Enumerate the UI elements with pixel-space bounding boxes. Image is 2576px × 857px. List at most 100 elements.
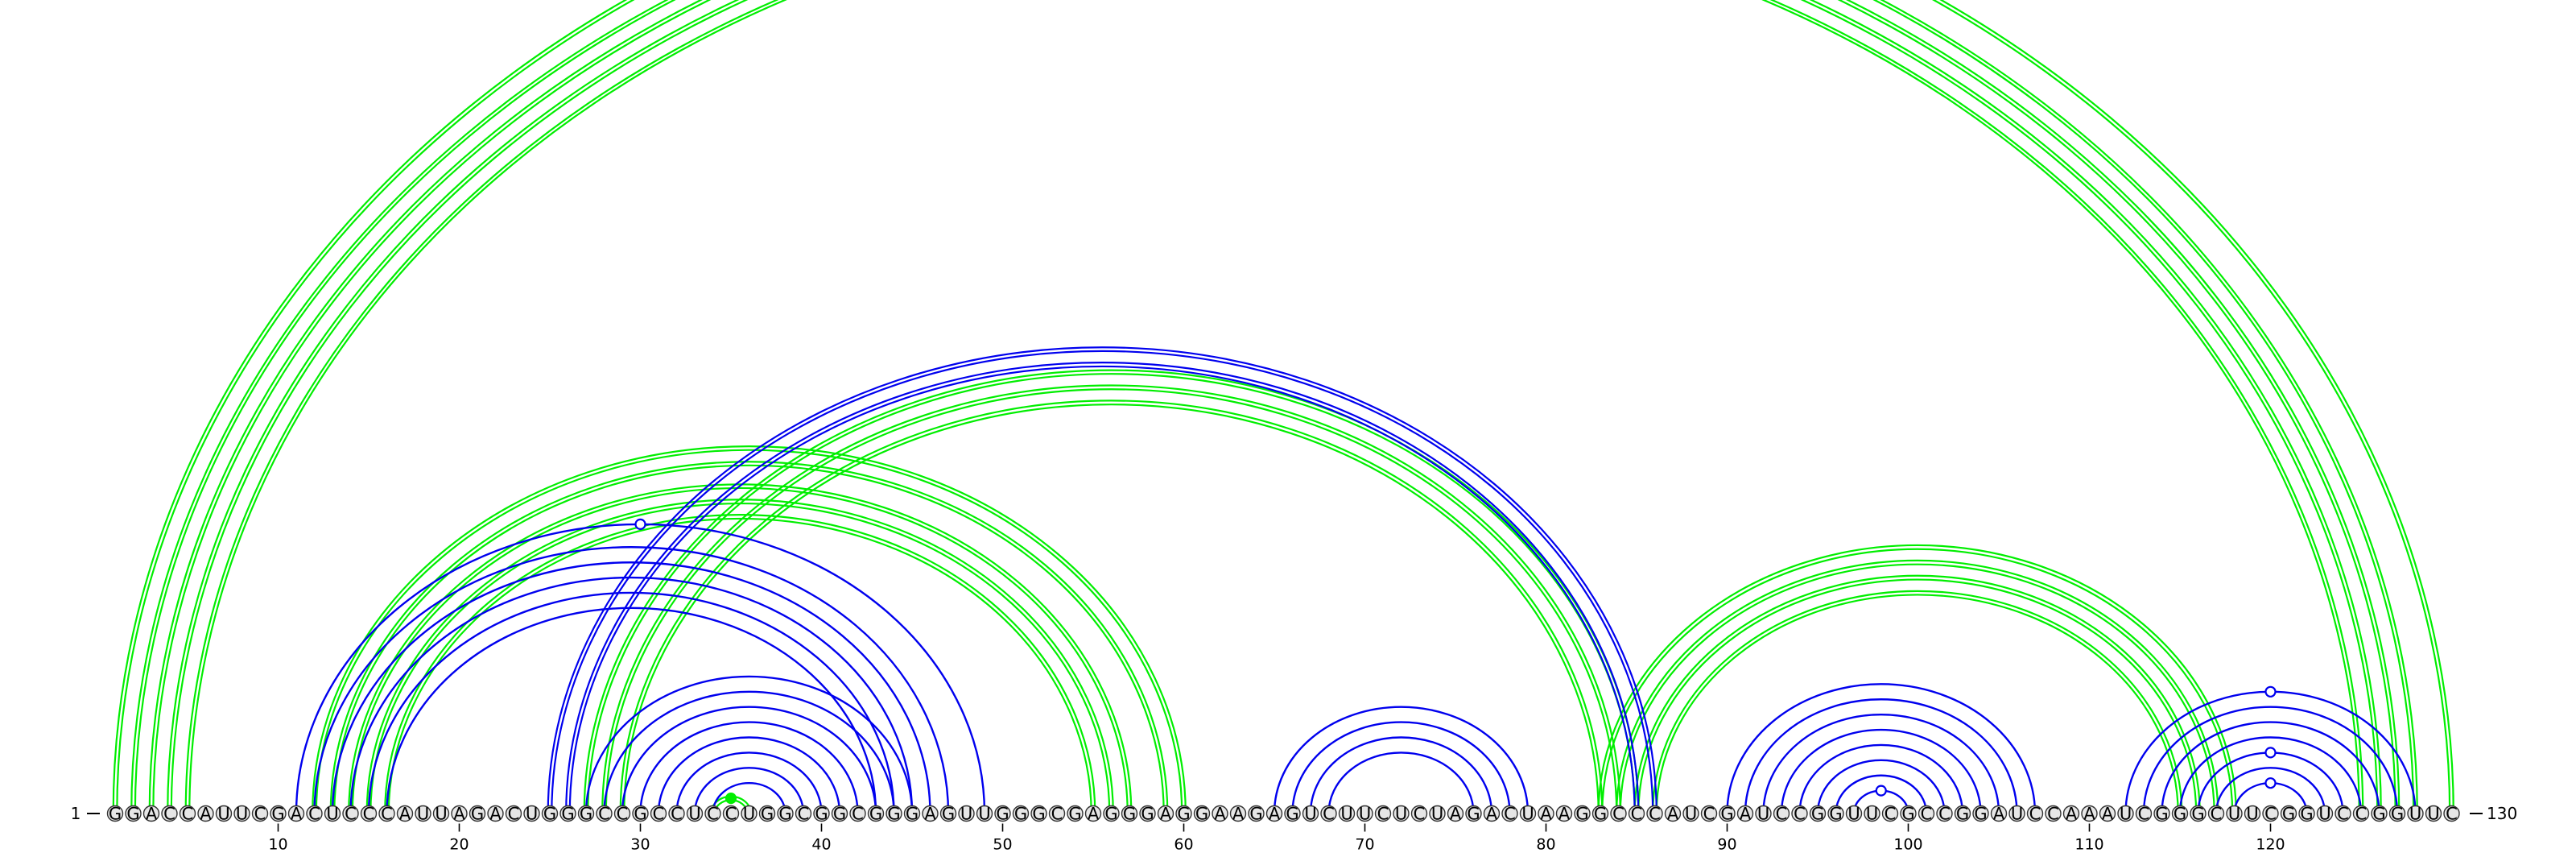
nucleotide-label: C	[163, 805, 175, 824]
base-pair-arc-34-38	[712, 782, 786, 814]
nucleotide-12	[306, 805, 323, 822]
base-pair-arc-3-127	[148, 0, 2401, 814]
nucleotide-label: A	[1269, 805, 1281, 824]
nucleotide-label: G	[2155, 805, 2168, 824]
nucleotide-label: C	[1776, 805, 1788, 824]
base-pair-arc-15-56	[365, 499, 1114, 814]
nucleotide-label: C	[852, 805, 864, 824]
nucleotide-label: U	[960, 805, 972, 824]
nucleotide-114	[2153, 805, 2170, 822]
tick-label-110: 110	[2074, 836, 2103, 854]
nucleotide-label: U	[2318, 805, 2330, 824]
nucleotide-label: A	[489, 805, 502, 824]
nucleotide-label: A	[1558, 805, 1571, 824]
nucleotide-label: G	[996, 805, 1009, 824]
nucleotide-80	[1538, 805, 1554, 822]
base-pair-arc-16-43	[386, 607, 877, 814]
base-pair-arc-90-107	[1726, 683, 2037, 814]
nucleotide-78	[1501, 805, 1518, 822]
nucleotide-81	[1555, 805, 1573, 822]
nucleotide-label: U	[2427, 805, 2439, 824]
nucleotide-label: U	[2409, 805, 2421, 824]
nucleotide-105	[1990, 805, 2008, 822]
nucleotide-label: G	[1901, 805, 1914, 824]
nucleotide-label: U	[1431, 805, 1443, 824]
nucleotide-label: U	[1866, 805, 1878, 824]
base-pair-arc-4-126	[167, 0, 2382, 814]
nucleotide-label: C	[798, 805, 810, 824]
nucleotide-119	[2244, 805, 2261, 822]
nucleotide-label: C	[363, 805, 375, 824]
nucleotide-label: C	[1885, 805, 1897, 824]
nucleotide-label: G	[1104, 805, 1117, 824]
nucleotide-label: A	[1540, 805, 1552, 824]
tick-label-20: 20	[449, 836, 469, 854]
base-pair-arc-16-55	[384, 514, 1096, 814]
nucleotide-118	[2226, 805, 2243, 822]
nucleotide-121	[2280, 805, 2297, 822]
nucleotide-122	[2298, 805, 2315, 822]
nucleotide-label: G	[1829, 805, 1842, 824]
nucleotide-label: U	[1521, 805, 1534, 824]
nucleotide-125	[2352, 805, 2370, 822]
base-pair-arc-15-56	[369, 502, 1111, 814]
tick-label-10: 10	[268, 836, 287, 854]
nucleotide-label: U	[688, 805, 700, 824]
nucleotide-label: G	[942, 805, 955, 824]
nucleotide-label: C	[598, 805, 610, 824]
nucleotide-label: G	[1974, 805, 1987, 824]
nucleotide-label: G	[1177, 805, 1190, 824]
nucleotide-label: C	[1631, 805, 1643, 824]
base-pair-arc-12-60	[315, 449, 1183, 814]
nucleotide-46	[922, 805, 939, 822]
nucleotide-40	[813, 805, 830, 822]
base-pair-arc-85-116	[1633, 574, 2201, 814]
nucleotide-85	[1628, 805, 1645, 822]
nucleotide-label: G	[1286, 805, 1298, 824]
nucleotide-124	[2334, 805, 2351, 822]
nucleotide-label: G	[2174, 805, 2186, 824]
nucleotide-91	[1736, 805, 1754, 822]
nucleotide-18	[415, 805, 431, 822]
nucleotide-48	[958, 805, 975, 822]
base-pair-arc-91-106	[1744, 698, 2018, 814]
tick-label-100: 100	[1893, 836, 1922, 854]
nucleotide-129	[2425, 805, 2442, 822]
nucleotide-45	[903, 805, 921, 822]
base-pair-arc-84-117	[1616, 559, 2219, 814]
base-pair-arc-5-125	[184, 0, 2364, 814]
nucleotide-70	[1356, 805, 1373, 822]
nucleotide-label: G	[580, 805, 592, 824]
nucleotide-label: C	[2211, 805, 2223, 824]
nucleotide-106	[2008, 805, 2025, 822]
base-pair-arc-14-57	[348, 483, 1133, 814]
nucleotide-7	[215, 805, 233, 822]
nucleotide-102	[1936, 805, 1953, 822]
nucleotide-64	[1248, 805, 1265, 822]
nucleotide-59	[1157, 805, 1174, 822]
nucleotide-label: C	[2029, 805, 2041, 824]
nucleotide-37	[758, 805, 776, 822]
nucleotide-5	[179, 805, 196, 822]
nucleotide-label: G	[1123, 805, 1136, 824]
nucleotide-label: A	[2066, 805, 2078, 824]
nucleotide-11	[287, 805, 305, 822]
nucleotide-label: U	[236, 805, 248, 824]
nucleotide-label: A	[1450, 805, 1462, 824]
start-label: 1	[71, 804, 81, 823]
tick-label-70: 70	[1355, 836, 1374, 854]
base-pair-arc-67-77	[1309, 736, 1493, 814]
base-pair-arc-68-76	[1327, 751, 1475, 814]
nucleotide-label: G	[869, 805, 882, 824]
nucleotide-label: A	[291, 805, 303, 824]
nucleotide-82	[1574, 805, 1591, 822]
base-pair-arc-117-123	[2215, 767, 2326, 814]
base-pair-arc-14-45	[349, 576, 914, 814]
nucleotide-label: U	[2228, 805, 2240, 824]
base-pair-arc-84-117	[1619, 563, 2215, 814]
nucleotide-label: C	[1323, 805, 1335, 824]
nucleotide-86	[1646, 805, 1663, 822]
nucleotide-label: C	[617, 805, 629, 824]
nucleotide-15	[360, 805, 378, 822]
